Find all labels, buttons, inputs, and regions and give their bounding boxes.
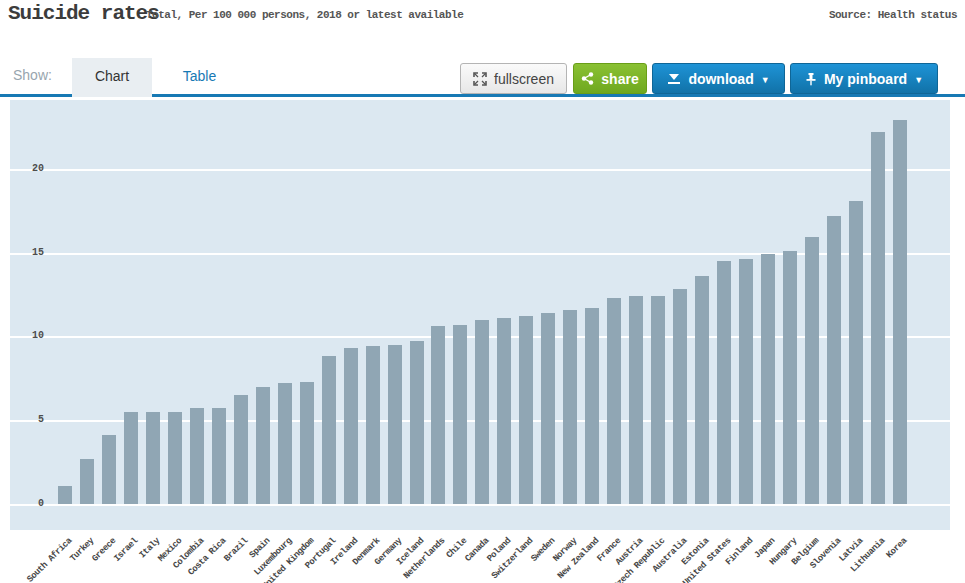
bar-slovenia[interactable] — [827, 216, 841, 504]
bar-estonia[interactable] — [695, 276, 709, 504]
bar-belgium[interactable] — [805, 237, 819, 504]
bar-hungary[interactable] — [783, 251, 797, 504]
download-button[interactable]: download ▼ — [652, 63, 785, 94]
y-axis-tick-label: 15 — [18, 247, 44, 258]
bar-mexico[interactable] — [168, 412, 182, 504]
bar-netherlands[interactable] — [431, 326, 445, 504]
fullscreen-button[interactable]: fullscreen — [460, 63, 567, 94]
bar-chart: 05101520 South AfricaTurkeyGreeceIsraelI… — [0, 100, 965, 583]
bar-italy[interactable] — [146, 412, 160, 504]
bar-greece[interactable] — [102, 435, 116, 504]
bar-portugal[interactable] — [322, 356, 336, 504]
bar-france[interactable] — [607, 298, 621, 504]
toolbar: Show: Chart Table fullscreen — [0, 58, 965, 97]
bar-denmark[interactable] — [366, 346, 380, 504]
gridline — [10, 504, 950, 506]
bar-lithuania[interactable] — [871, 132, 885, 504]
chevron-down-icon: ▼ — [914, 75, 923, 85]
tab-table[interactable]: Table — [162, 58, 237, 94]
bar-canada[interactable] — [475, 320, 489, 504]
bar-colombia[interactable] — [190, 408, 204, 504]
bar-ireland[interactable] — [344, 348, 358, 504]
show-label: Show: — [13, 67, 52, 83]
y-axis-tick-label: 10 — [18, 330, 44, 341]
bar-japan[interactable] — [761, 254, 775, 504]
bar-turkey[interactable] — [80, 459, 94, 504]
tab-chart[interactable]: Chart — [72, 58, 152, 97]
fullscreen-button-label: fullscreen — [494, 71, 554, 87]
pushpin-icon — [805, 72, 817, 86]
bar-germany[interactable] — [388, 345, 402, 504]
share-nodes-icon — [581, 72, 594, 85]
gridline — [10, 169, 950, 171]
bar-iceland[interactable] — [410, 341, 424, 504]
my-pinboard-button[interactable]: My pinboard ▼ — [790, 63, 938, 94]
y-axis-tick-label: 20 — [18, 163, 44, 174]
bar-sweden[interactable] — [541, 313, 555, 504]
bar-luxembourg[interactable] — [278, 383, 292, 504]
y-axis-tick-label: 0 — [18, 498, 44, 509]
bar-australia[interactable] — [673, 289, 687, 504]
chevron-down-icon: ▼ — [761, 75, 770, 85]
bar-brazil[interactable] — [234, 395, 248, 504]
bar-finland[interactable] — [739, 259, 753, 504]
bar-poland[interactable] — [497, 318, 511, 504]
share-button-label: share — [601, 71, 638, 87]
y-axis-tick-label: 5 — [18, 414, 44, 425]
download-tray-icon — [667, 72, 681, 85]
bar-united-states[interactable] — [717, 261, 731, 504]
share-button[interactable]: share — [573, 63, 647, 94]
bar-israel[interactable] — [124, 412, 138, 504]
bar-united-kingdom[interactable] — [300, 382, 314, 504]
bar-austria[interactable] — [629, 296, 643, 504]
bar-costa-rica[interactable] — [212, 408, 226, 504]
expand-arrows-icon — [473, 72, 487, 86]
bar-korea[interactable] — [893, 120, 907, 504]
page-subtitle: Total, Per 100 000 persons, 2018 or late… — [146, 9, 463, 21]
bar-czech-republic[interactable] — [651, 296, 665, 504]
source-link[interactable]: Source: Health status — [829, 9, 957, 21]
page-title: Suicide rates — [8, 2, 159, 25]
bar-chile[interactable] — [453, 325, 467, 504]
bar-switzerland[interactable] — [519, 316, 533, 504]
oecd-data-chart-widget: Suicide rates Total, Per 100 000 persons… — [0, 0, 965, 583]
bar-new-zealand[interactable] — [585, 308, 599, 504]
bar-spain[interactable] — [256, 387, 270, 504]
bar-latvia[interactable] — [849, 201, 863, 504]
download-button-label: download — [688, 71, 753, 87]
bar-norway[interactable] — [563, 310, 577, 504]
my-pinboard-button-label: My pinboard — [824, 71, 907, 87]
bar-south-africa[interactable] — [58, 486, 72, 504]
plot-area: 0 5 10 15 20 — [10, 100, 950, 530]
